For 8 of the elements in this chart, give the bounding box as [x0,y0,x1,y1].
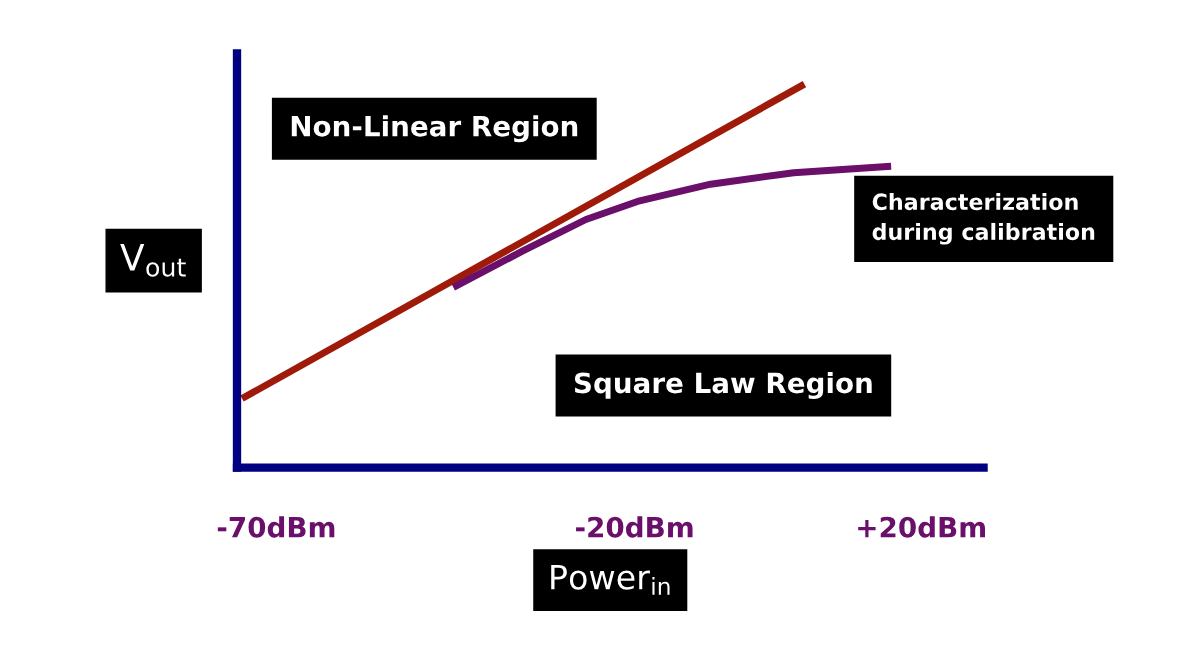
x-axis-title: Power$_{in}$ [551,564,670,595]
x-tick-label: -70dBm [217,516,335,538]
annotation: Characterization during calibration [872,192,1095,245]
annotation: Non-Linear Region [291,115,578,143]
x-tick-label: +20dBm [858,516,985,538]
x-tick-label: -20dBm [576,516,693,538]
annotation: Square Law Region [574,371,872,400]
y-axis-title: V$_{out}$ [120,244,186,277]
